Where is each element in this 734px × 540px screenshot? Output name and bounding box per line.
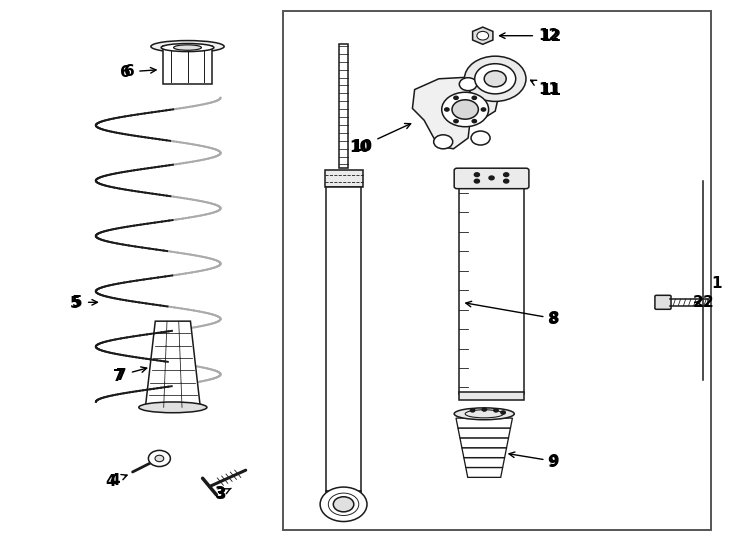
Circle shape bbox=[454, 119, 458, 123]
FancyBboxPatch shape bbox=[283, 11, 711, 530]
Text: 2: 2 bbox=[702, 295, 713, 310]
Circle shape bbox=[320, 487, 367, 522]
Circle shape bbox=[155, 455, 164, 462]
Polygon shape bbox=[413, 77, 499, 149]
Text: 10: 10 bbox=[352, 124, 411, 153]
Text: 9: 9 bbox=[548, 455, 558, 470]
Ellipse shape bbox=[139, 402, 207, 413]
FancyBboxPatch shape bbox=[459, 392, 524, 400]
Circle shape bbox=[459, 78, 477, 91]
Polygon shape bbox=[456, 418, 512, 428]
Polygon shape bbox=[466, 468, 503, 477]
FancyBboxPatch shape bbox=[326, 186, 361, 491]
Circle shape bbox=[484, 71, 506, 87]
Circle shape bbox=[445, 108, 449, 111]
Ellipse shape bbox=[454, 408, 515, 420]
Circle shape bbox=[471, 131, 490, 145]
Circle shape bbox=[474, 173, 479, 177]
Text: 12: 12 bbox=[540, 29, 562, 44]
Circle shape bbox=[470, 409, 475, 412]
Text: 3: 3 bbox=[216, 487, 227, 502]
Text: 6: 6 bbox=[120, 65, 131, 80]
Circle shape bbox=[475, 64, 516, 94]
Circle shape bbox=[442, 92, 489, 127]
Text: 8: 8 bbox=[548, 312, 558, 327]
Circle shape bbox=[494, 409, 498, 412]
Circle shape bbox=[454, 96, 458, 99]
Text: 8: 8 bbox=[466, 301, 559, 326]
Circle shape bbox=[477, 31, 489, 40]
Text: 7: 7 bbox=[116, 367, 147, 382]
Polygon shape bbox=[460, 438, 509, 448]
Circle shape bbox=[333, 497, 354, 512]
FancyBboxPatch shape bbox=[454, 168, 529, 188]
Polygon shape bbox=[462, 448, 506, 457]
FancyBboxPatch shape bbox=[339, 44, 349, 167]
Text: 2: 2 bbox=[693, 295, 703, 310]
Circle shape bbox=[482, 108, 486, 111]
Text: 4: 4 bbox=[109, 472, 127, 488]
FancyBboxPatch shape bbox=[163, 46, 212, 84]
Circle shape bbox=[482, 408, 487, 411]
Text: 1: 1 bbox=[711, 276, 722, 291]
FancyBboxPatch shape bbox=[655, 295, 671, 309]
Polygon shape bbox=[464, 457, 504, 468]
Circle shape bbox=[148, 450, 170, 467]
FancyBboxPatch shape bbox=[324, 170, 363, 186]
Text: 10: 10 bbox=[349, 140, 371, 154]
Circle shape bbox=[472, 96, 476, 99]
Text: 11: 11 bbox=[531, 80, 559, 97]
Ellipse shape bbox=[173, 45, 201, 50]
Text: 5: 5 bbox=[70, 296, 81, 311]
Circle shape bbox=[465, 56, 526, 102]
Circle shape bbox=[434, 135, 453, 149]
Polygon shape bbox=[145, 321, 200, 407]
Circle shape bbox=[501, 411, 505, 414]
Text: 3: 3 bbox=[215, 486, 231, 501]
Ellipse shape bbox=[151, 40, 224, 52]
Text: 5: 5 bbox=[73, 295, 98, 310]
Circle shape bbox=[474, 179, 479, 183]
Circle shape bbox=[472, 119, 476, 123]
Ellipse shape bbox=[161, 44, 214, 52]
Circle shape bbox=[504, 179, 509, 183]
Circle shape bbox=[504, 173, 509, 177]
Text: 9: 9 bbox=[509, 452, 559, 469]
Circle shape bbox=[452, 100, 479, 119]
Text: 6: 6 bbox=[123, 64, 156, 79]
Text: 11: 11 bbox=[540, 83, 561, 98]
FancyBboxPatch shape bbox=[459, 186, 524, 394]
Text: 12: 12 bbox=[500, 28, 559, 43]
Polygon shape bbox=[458, 428, 510, 438]
Text: 7: 7 bbox=[113, 369, 123, 383]
Circle shape bbox=[489, 176, 494, 180]
Polygon shape bbox=[473, 27, 493, 44]
Text: 4: 4 bbox=[106, 474, 116, 489]
